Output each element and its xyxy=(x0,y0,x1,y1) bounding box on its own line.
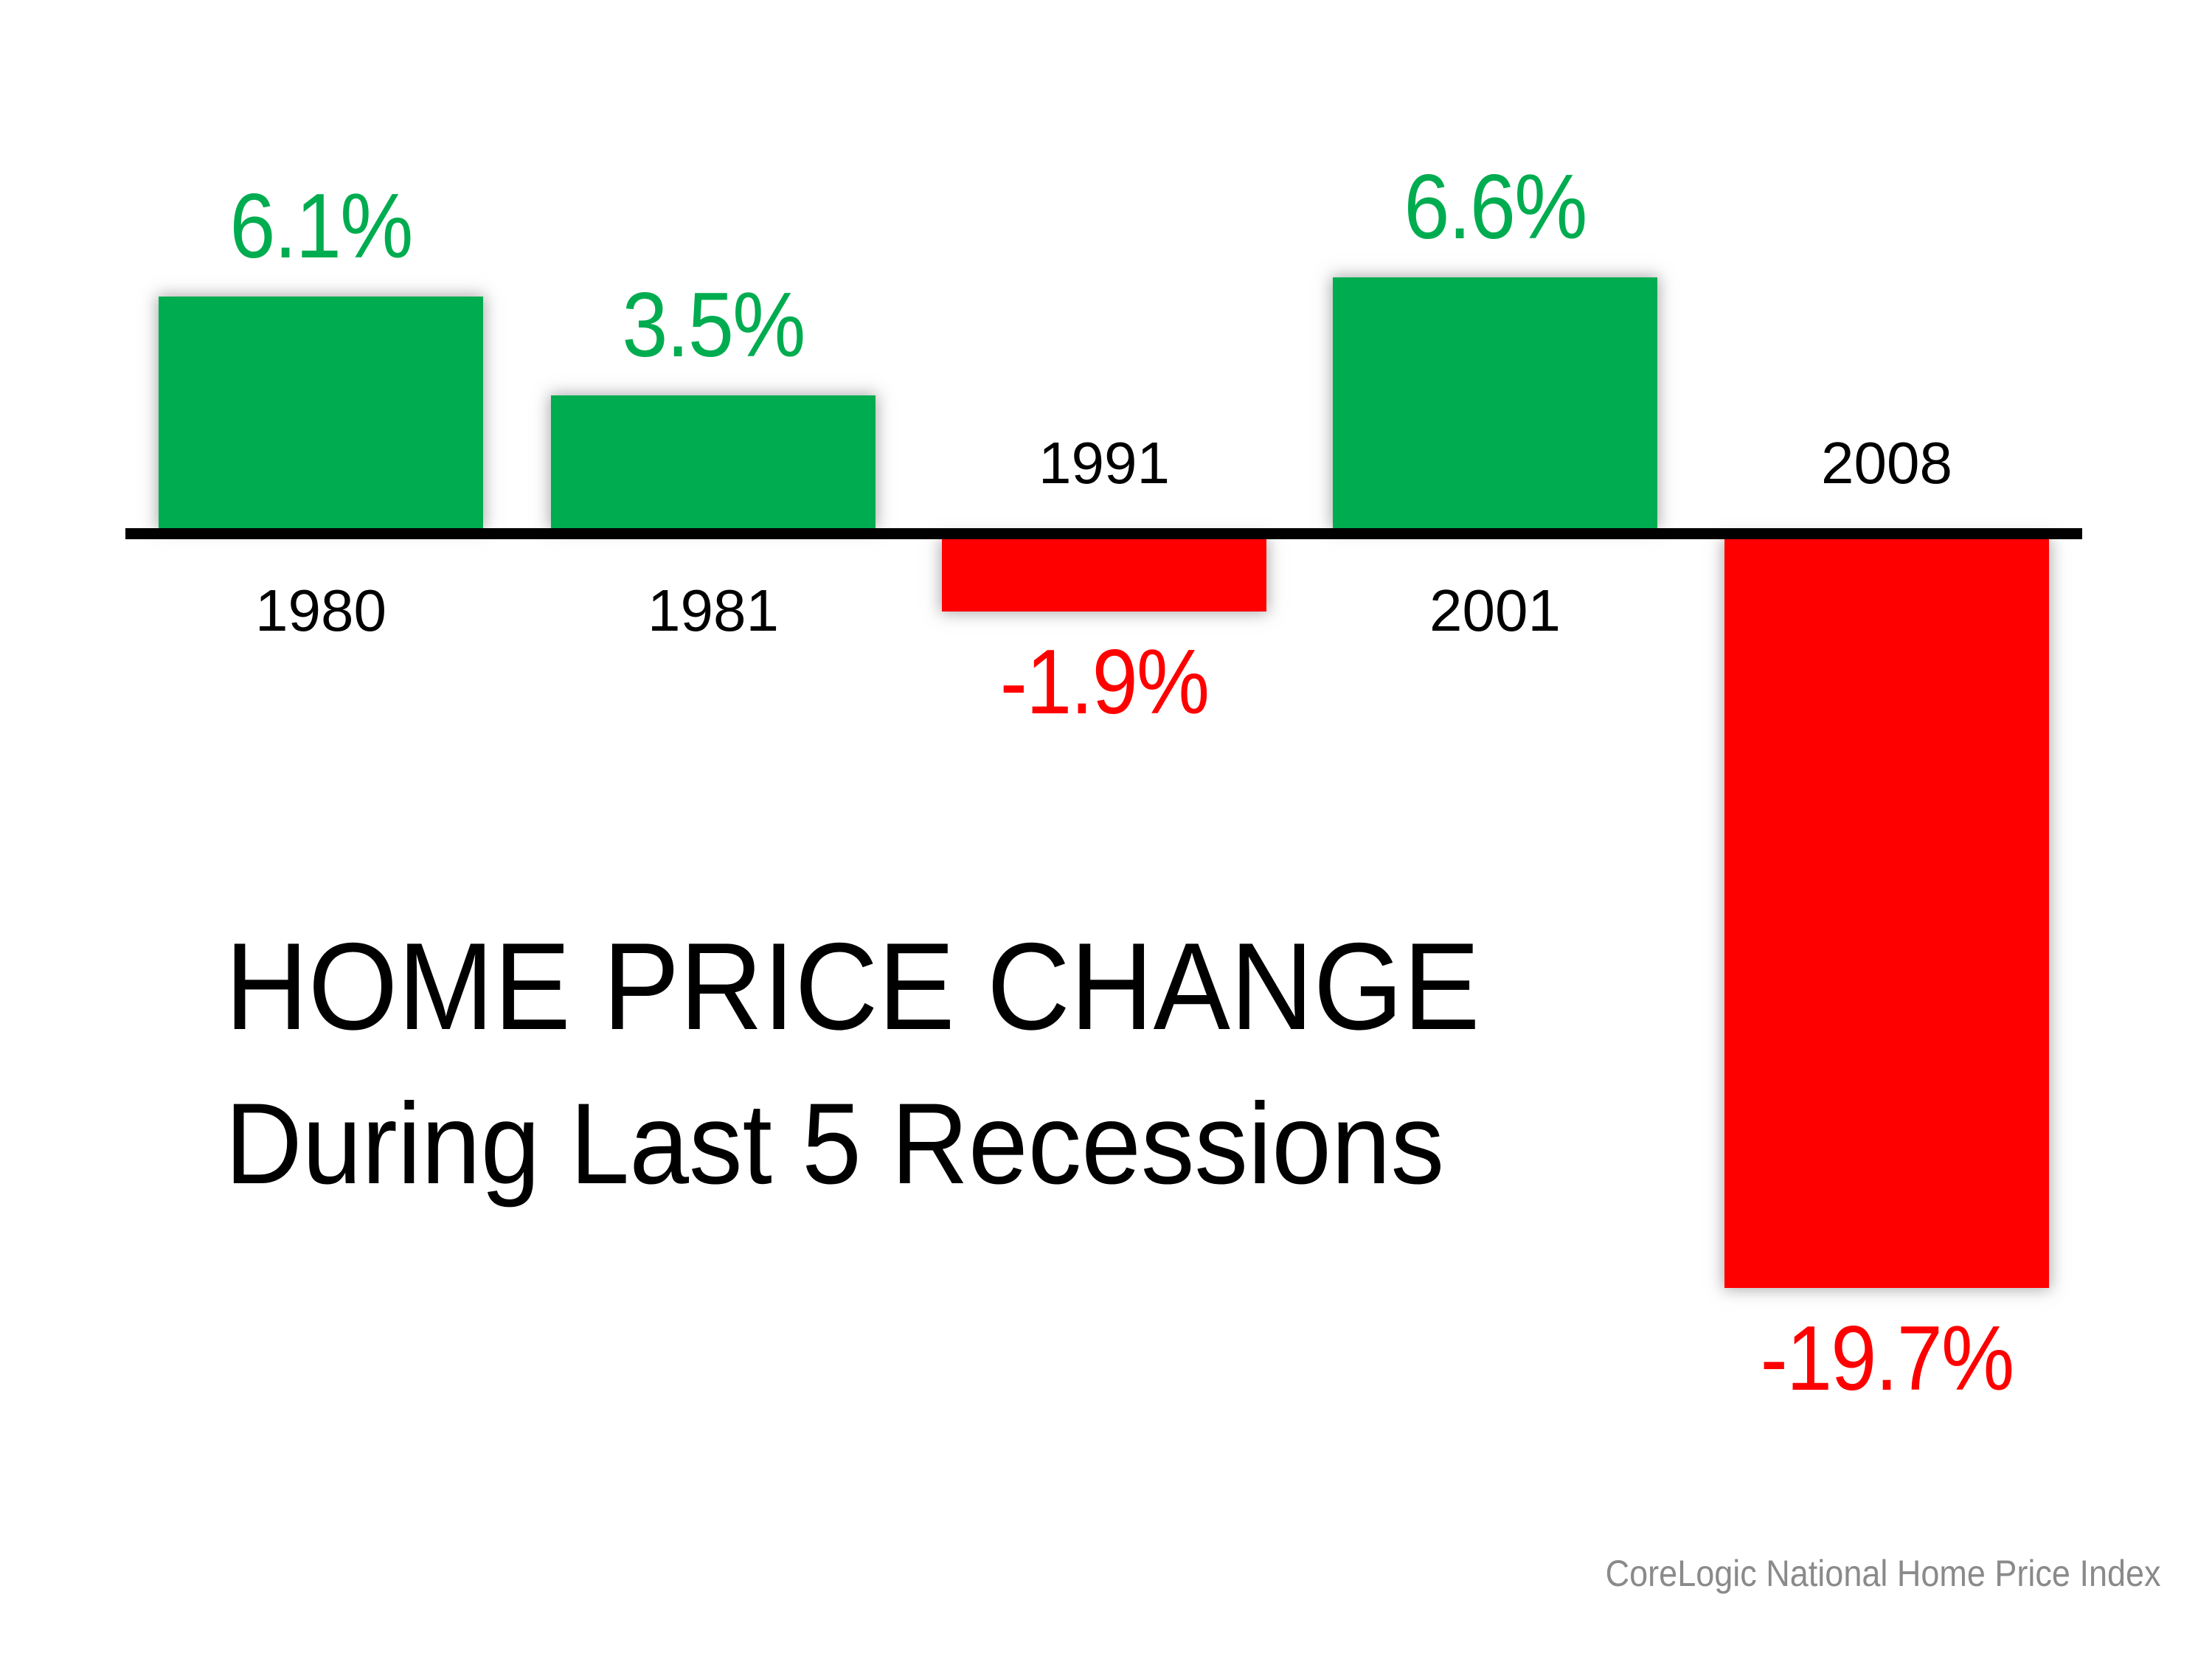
year-label-1981: 1981 xyxy=(648,578,779,643)
chart-title-line2: During Last 5 Recessions xyxy=(225,1080,1445,1208)
year-label-2001: 2001 xyxy=(1429,578,1561,643)
value-label-2001: 6.6% xyxy=(1404,156,1587,258)
year-label-1980: 1980 xyxy=(255,578,386,643)
bar-2008 xyxy=(1724,539,2049,1288)
chart-title-line1: HOME PRICE CHANGE xyxy=(225,917,1480,1056)
value-label-2008: -19.7% xyxy=(1760,1308,2015,1410)
source-attribution: CoreLogic National Home Price Index xyxy=(1606,1553,2161,1594)
bar-1991 xyxy=(942,539,1266,612)
bar-1981 xyxy=(551,395,876,528)
year-label-2008: 2008 xyxy=(1821,430,1952,496)
value-label-1991: -1.9% xyxy=(999,631,1210,733)
value-label-1980: 6.1% xyxy=(229,176,413,277)
value-label-1981: 3.5% xyxy=(622,274,805,376)
bar-2001 xyxy=(1333,277,1657,528)
zero-baseline-axis xyxy=(125,528,2082,539)
year-label-1991: 1991 xyxy=(1039,430,1170,496)
bar-1980 xyxy=(159,297,483,528)
